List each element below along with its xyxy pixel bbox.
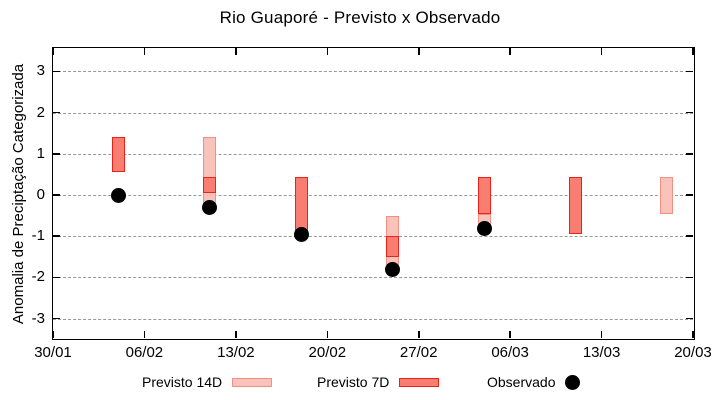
x-tick-bottom xyxy=(509,331,511,338)
legend-item-previsto-14d: Previsto 14D xyxy=(142,372,273,392)
x-tick-bottom xyxy=(600,331,603,338)
x-tick-label: 20/03 xyxy=(674,344,712,361)
x-tick-bottom xyxy=(692,331,694,338)
y-tick-left xyxy=(53,235,60,237)
x-tick-bottom xyxy=(235,331,237,338)
y-tick-right xyxy=(686,153,693,155)
forecast-bar-7d xyxy=(568,176,582,235)
gridline xyxy=(53,71,693,73)
x-tick-top xyxy=(143,48,146,55)
y-tick-left xyxy=(53,70,60,73)
x-tick-label: 30/01 xyxy=(34,344,72,361)
plot-border xyxy=(51,46,695,340)
forecast-bar-14d xyxy=(203,137,217,206)
gridline xyxy=(53,112,693,114)
legend-dot-observado-icon xyxy=(565,374,581,390)
x-tick-top xyxy=(418,48,420,55)
forecast-bar-14d xyxy=(660,176,674,214)
x-tick-top xyxy=(509,48,511,55)
x-tick-label: 27/02 xyxy=(399,344,438,361)
y-tick-label: 3 xyxy=(36,62,45,80)
y-tick-label: 1 xyxy=(36,144,45,162)
y-tick-right xyxy=(686,111,693,114)
y-tick-right xyxy=(686,194,693,196)
y-tick-label: 2 xyxy=(36,103,45,121)
observed-dot xyxy=(202,199,218,215)
observed-dot xyxy=(293,226,309,242)
forecast-bar-7d xyxy=(477,176,491,214)
y-tick-right xyxy=(686,276,693,279)
plot-area: 3 2 1 0 -1 -2 -3 30/01 06/02 13/02 20/02 27/02 06/03… xyxy=(32,46,712,361)
y-tick-left xyxy=(53,276,60,279)
gridline xyxy=(53,318,693,320)
x-tick-label: 06/02 xyxy=(125,344,164,361)
y-tick-label: -1 xyxy=(31,227,45,245)
y-tick-left xyxy=(53,153,60,155)
y-tick-right xyxy=(686,235,693,237)
legend-label-observado: Observado xyxy=(487,374,556,390)
gridline xyxy=(53,277,693,279)
observed-dot xyxy=(385,261,401,277)
x-tick-top xyxy=(692,48,694,55)
x-tick-bottom xyxy=(143,331,146,338)
observed-dot xyxy=(110,187,126,203)
y-tick-right xyxy=(686,317,693,320)
y-tick-left xyxy=(53,194,60,196)
x-tick-label: 13/03 xyxy=(582,344,621,361)
forecast-bar-7d xyxy=(111,137,125,173)
x-tick-bottom xyxy=(418,331,420,338)
x-tick-top xyxy=(600,48,603,55)
y-tick-right xyxy=(686,70,693,73)
gridline xyxy=(53,195,693,196)
x-tick-bottom xyxy=(52,331,54,338)
legend-swatch-previsto-14d-icon xyxy=(232,377,273,387)
legend-swatch-previsto-7d-icon xyxy=(399,377,440,387)
gridline xyxy=(53,153,693,155)
y-tick-left xyxy=(53,317,60,320)
y-tick-label: -3 xyxy=(31,309,45,327)
x-tick-top xyxy=(52,48,54,55)
legend-item-observado: Observado xyxy=(487,372,581,392)
gridline xyxy=(53,236,693,238)
x-tick-label: 06/03 xyxy=(491,344,529,361)
observed-dot xyxy=(476,220,492,236)
x-tick-label: 20/02 xyxy=(308,344,347,361)
y-tick-label: 0 xyxy=(36,186,45,203)
x-tick-label: 13/02 xyxy=(217,344,255,361)
chart-title: Rio Guaporé - Previsto x Observado xyxy=(219,8,501,27)
forecast-bar-7d xyxy=(203,176,217,193)
x-tick-bottom xyxy=(326,331,328,338)
legend-item-previsto-7d: Previsto 7D xyxy=(317,372,440,392)
x-tick-top xyxy=(326,48,328,55)
legend-label-previsto-7d: Previsto 7D xyxy=(317,374,390,390)
legend-label-previsto-14d: Previsto 14D xyxy=(142,374,223,390)
y-tick-left xyxy=(53,111,60,114)
x-tick-top xyxy=(235,48,237,55)
forecast-bar-7d xyxy=(386,236,400,257)
y-tick-label: -2 xyxy=(31,268,45,286)
